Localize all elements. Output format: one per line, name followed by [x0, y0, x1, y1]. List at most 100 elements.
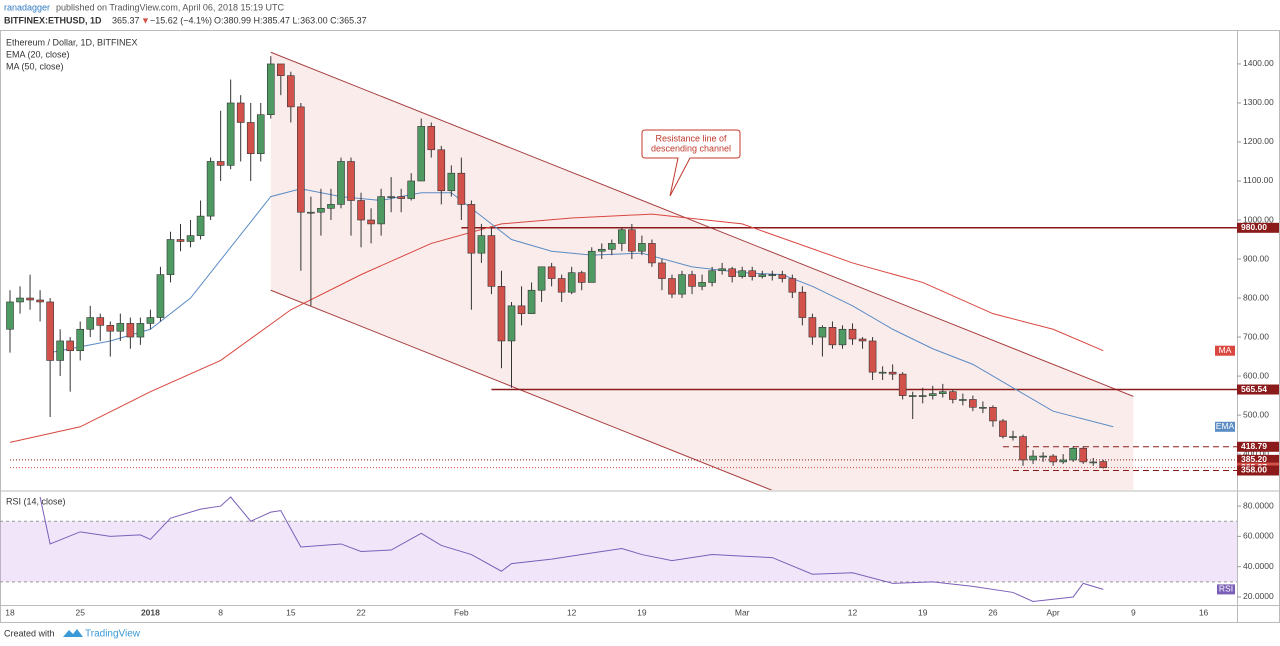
candle-body	[888, 371, 897, 375]
y-tick-label: 700.00	[1243, 331, 1269, 341]
y-tick-label: 900.00	[1243, 253, 1269, 263]
y-tick-label: 1100.00	[1243, 175, 1273, 185]
rsi-label-box	[1217, 584, 1235, 595]
x-tick-label: 15	[286, 607, 296, 617]
candle-body	[96, 317, 105, 326]
candle-body	[16, 297, 24, 303]
legend-rsi: RSI (14, close)	[6, 496, 66, 506]
candle-body	[678, 274, 686, 295]
callout-text: Resistance line of	[655, 133, 727, 143]
callout-text: descending channel	[651, 143, 731, 153]
candle-body	[146, 317, 155, 324]
ohlc: O:380.99 H:385.47 L:363.00 C:365.37	[214, 15, 367, 25]
candle-body	[638, 243, 646, 252]
legend-ma: MA (50, close)	[6, 61, 64, 71]
candle-body	[918, 395, 927, 397]
legend-title: Ethereum / Dollar, 1D, BITFINEX	[6, 37, 138, 47]
level-label: 385.20	[1241, 454, 1267, 464]
candle-body	[507, 305, 516, 342]
candle-body	[928, 393, 937, 396]
price-panel	[6, 51, 1237, 490]
candle-body	[266, 63, 275, 115]
footer-brand[interactable]: TradingView	[85, 629, 141, 640]
rsi-tick-label: 20.0000	[1243, 591, 1274, 601]
candle-body	[618, 229, 626, 244]
candle-body	[136, 323, 145, 338]
symbol: BITFINEX:ETHUSD, 1D	[4, 15, 102, 25]
level-label: 980.00	[1241, 222, 1267, 232]
candle-body	[66, 340, 74, 352]
candle-body	[798, 291, 807, 318]
candle-body	[377, 196, 385, 225]
ema-line	[50, 188, 1114, 428]
candle-body	[216, 161, 225, 166]
candle-body	[387, 196, 395, 198]
candle-body	[587, 250, 596, 283]
candle-body	[417, 126, 426, 182]
ma-label: MA	[1219, 345, 1232, 355]
y-tick-label: 600.00	[1243, 370, 1269, 380]
level-label-box	[1237, 222, 1279, 233]
level-label: 418.79	[1241, 441, 1267, 451]
legend-ema: EMA (20, close)	[6, 49, 70, 59]
candle-body	[698, 282, 706, 287]
change: −15.62 (−4.1%)	[150, 15, 212, 25]
y-tick-label: 1000.00	[1243, 214, 1274, 224]
x-tick-label: Feb	[454, 607, 469, 617]
candle-body	[287, 75, 295, 108]
rsi-label: RSI	[1219, 584, 1233, 594]
candle-body	[818, 327, 827, 338]
candle-body	[748, 270, 757, 277]
candle-body	[427, 126, 436, 151]
candle-body	[648, 243, 656, 264]
y-tick-label: 1200.00	[1243, 136, 1274, 146]
author[interactable]: ranadagger	[4, 2, 50, 12]
candle-body	[106, 325, 115, 332]
channel-line	[270, 51, 1134, 397]
x-tick-label: 26	[988, 607, 998, 617]
candle-body	[1079, 447, 1088, 463]
change-arrow: ▼	[141, 15, 150, 25]
candle-body	[337, 161, 345, 205]
candle-body	[708, 270, 716, 283]
rsi-tick-label: 60.0000	[1243, 531, 1274, 541]
candle-body	[808, 317, 817, 338]
candle-body	[1099, 461, 1108, 468]
y-tick-label: 1300.00	[1243, 97, 1274, 107]
candle-body	[567, 272, 576, 293]
rsi-band-fill	[0, 521, 1237, 582]
level-label: 358.00	[1241, 465, 1267, 475]
ema-label-box	[1215, 421, 1235, 432]
published: published on TradingView.com, April 06, …	[56, 2, 284, 12]
level-label-box	[1237, 441, 1279, 452]
candle-body	[517, 305, 526, 314]
candle-body	[437, 149, 446, 192]
candle-body	[949, 391, 957, 400]
ma-label-box	[1215, 345, 1235, 356]
candle-body	[1009, 436, 1017, 438]
candle-body	[938, 391, 947, 394]
candle-body	[126, 323, 135, 338]
x-tick-label: 19	[918, 607, 928, 617]
candle-body	[547, 266, 556, 279]
candle-body	[758, 274, 767, 277]
candle-body	[738, 270, 746, 277]
y-tick-label: 1400.00	[1243, 58, 1274, 68]
last-price: 365.37	[112, 15, 140, 25]
candle-body	[317, 208, 325, 213]
candle-body	[467, 204, 476, 254]
candle-body	[26, 297, 34, 301]
candle-body	[728, 268, 736, 277]
candle-body	[979, 406, 987, 409]
candle-body	[407, 180, 416, 199]
candle-body	[557, 278, 566, 293]
candle-body	[156, 274, 165, 318]
candle-body	[668, 278, 676, 295]
rsi-tick-label: 80.0000	[1243, 500, 1274, 510]
callout-box	[641, 129, 741, 197]
candle-body	[76, 328, 85, 352]
candle-body	[176, 239, 185, 242]
candle-body	[778, 274, 787, 279]
footer-created: Created with	[4, 628, 55, 638]
candle-body	[527, 289, 536, 314]
